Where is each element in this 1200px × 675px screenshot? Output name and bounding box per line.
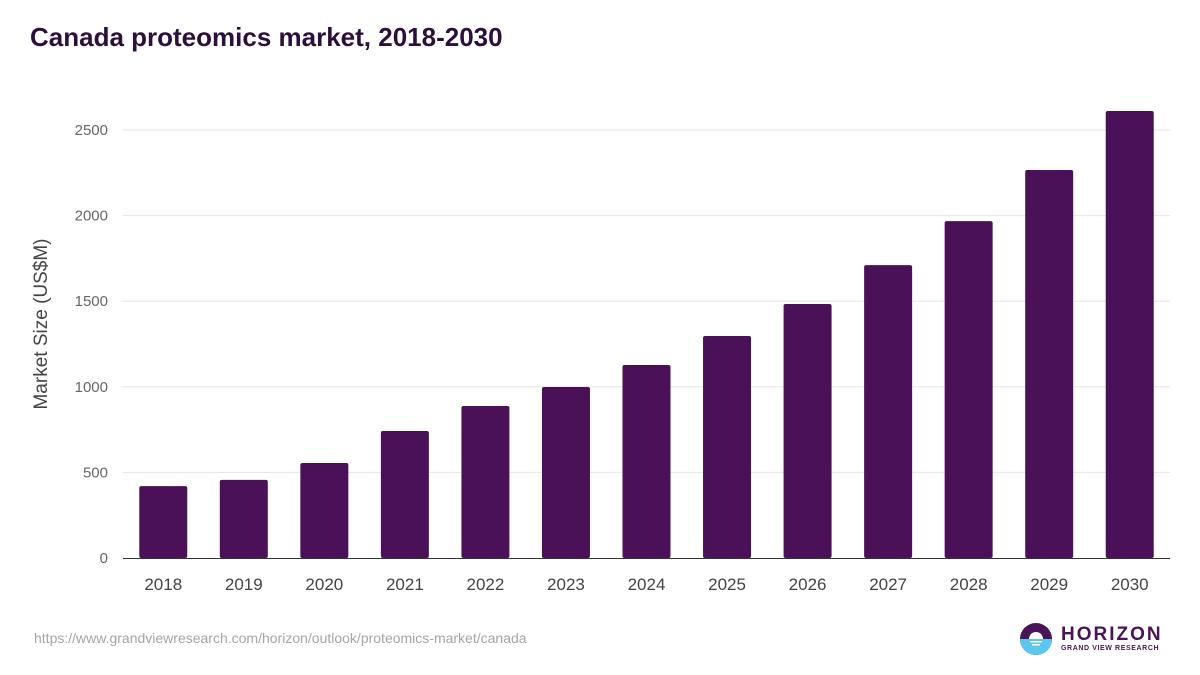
y-tick-label: 0 — [100, 550, 108, 567]
bar-2028[interactable] — [944, 221, 993, 558]
y-tick-label: 1000 — [75, 379, 108, 396]
y-axis-label: Market Size (US$M) — [31, 238, 52, 409]
x-tick-label: 2024 — [628, 575, 666, 594]
chart-title: Canada proteomics market, 2018-2030 — [30, 22, 503, 52]
logo-main-text: HORIZON — [1061, 624, 1163, 645]
x-tick-label: 2025 — [708, 575, 746, 594]
bar-2026[interactable] — [783, 303, 832, 558]
x-tick-label: 2029 — [1030, 575, 1068, 594]
y-tick-label: 500 — [83, 464, 108, 481]
logo-sub-text: GRAND VIEW RESEARCH — [1061, 645, 1160, 652]
bar-2029[interactable] — [1025, 170, 1074, 559]
bar-2022[interactable] — [461, 405, 510, 558]
source-url[interactable]: https://www.grandviewresearch.com/horizo… — [34, 630, 527, 646]
x-tick-label: 2019 — [225, 575, 263, 594]
y-tick-label: 1500 — [75, 293, 108, 310]
y-tick-label: 2000 — [75, 208, 108, 225]
y-tick-label: 2500 — [75, 122, 108, 139]
bar-2027[interactable] — [864, 265, 913, 558]
bar-2023[interactable] — [541, 386, 590, 558]
bar-2019[interactable] — [219, 479, 268, 558]
x-tick-label: 2026 — [789, 575, 827, 594]
horizon-logo-icon — [1020, 623, 1052, 655]
x-tick-label: 2020 — [305, 575, 343, 594]
bar-2024[interactable] — [622, 365, 671, 558]
x-tick-label: 2021 — [386, 575, 424, 594]
horizon-logo: HORIZON GRAND VIEW RESEARCH — [1019, 622, 1163, 656]
x-tick-label: 2027 — [869, 575, 907, 594]
x-tick-label: 2022 — [467, 575, 505, 594]
bar-2021[interactable] — [380, 430, 429, 558]
bar-2030[interactable] — [1105, 110, 1154, 559]
x-tick-label: 2030 — [1111, 575, 1149, 594]
x-tick-label: 2023 — [547, 575, 585, 594]
bar-2018[interactable] — [139, 486, 188, 558]
x-tick-label: 2018 — [144, 575, 182, 594]
bar-2020[interactable] — [300, 462, 349, 558]
bar-2025[interactable] — [703, 335, 752, 558]
x-tick-label: 2028 — [950, 575, 988, 594]
